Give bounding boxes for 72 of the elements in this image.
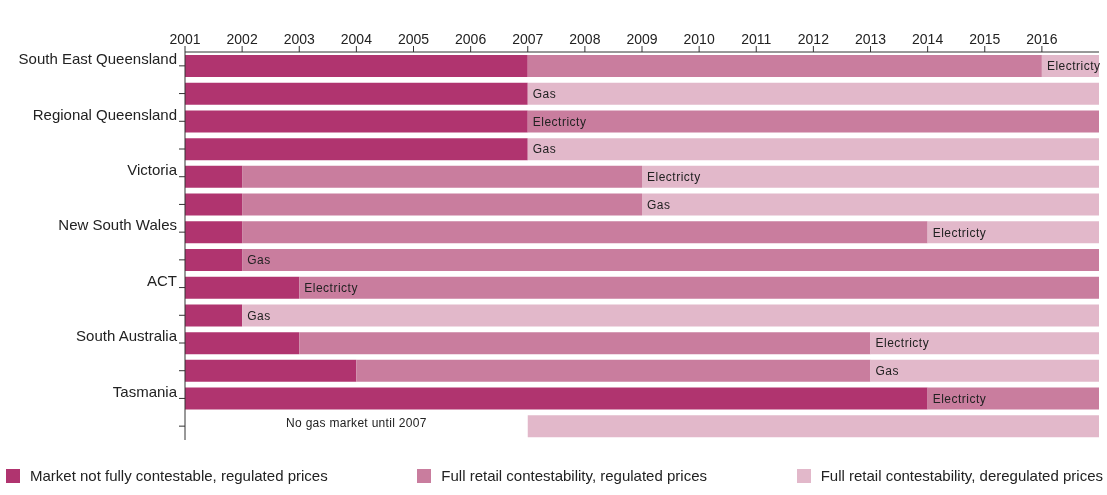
data-label: Gas (532, 86, 557, 101)
bar (185, 165, 243, 188)
y-tick-label: ACT (147, 271, 177, 289)
x-tick-label: 2014 (912, 31, 944, 47)
legend-label: Full retail contestability, deregulated prices (820, 467, 1103, 484)
bar (642, 165, 1099, 188)
data-label: Electricty (647, 170, 701, 185)
bar (185, 276, 300, 299)
bar (242, 304, 1099, 327)
data-label: Electricty (932, 225, 987, 240)
bar (242, 221, 928, 244)
y-tick-label: South East Queensland (18, 50, 177, 68)
x-tick-label: 2010 (683, 31, 715, 47)
bar (185, 138, 528, 161)
bar (527, 138, 1099, 161)
x-tick-label: 2002 (226, 31, 258, 47)
bar (870, 332, 1099, 355)
legend-label: Market not fully contestable, regulated prices (30, 467, 328, 484)
annotation: No gas market until 2007 (285, 416, 428, 431)
bar (527, 415, 1099, 438)
bar (185, 332, 300, 355)
x-tick-label: 2003 (283, 31, 316, 47)
bar (927, 221, 1099, 244)
bar (185, 221, 243, 244)
bar (527, 82, 1099, 105)
x-tick-label: 2008 (569, 31, 601, 47)
data-label: Electricty (532, 114, 587, 129)
x-tick-label: 2011 (741, 31, 772, 47)
data-label: Gas (247, 308, 271, 323)
data-label: Electricty (304, 280, 358, 295)
data-label: Electricty (1046, 59, 1101, 74)
x-tick-label: 2012 (797, 31, 830, 47)
bar (185, 193, 243, 216)
bar (870, 359, 1099, 382)
bar (185, 359, 357, 382)
x-tick-label: 2004 (340, 31, 373, 47)
x-tick-label: 2016 (1026, 31, 1058, 47)
bar (927, 387, 1099, 410)
x-tick-label: 2015 (969, 31, 1001, 47)
bar (185, 304, 243, 327)
bar (185, 249, 243, 271)
x-tick-label: 2006 (455, 31, 487, 47)
bar (527, 55, 1042, 77)
bar (242, 165, 642, 188)
y-tick-label: Regional Queensland (32, 105, 177, 123)
x-tick-label: 2001 (169, 31, 201, 47)
bar (185, 387, 928, 410)
bar (242, 193, 642, 216)
bar (642, 193, 1099, 216)
bar (185, 55, 528, 77)
bar (185, 110, 528, 133)
y-tick-label: New South Wales (58, 216, 177, 234)
x-tick-label: 2005 (397, 31, 430, 47)
bar (185, 82, 528, 105)
x-tick-label: 2013 (854, 31, 887, 47)
legend-label: Full retail contestability, regulated prices (441, 467, 707, 484)
x-tick-label: 2007 (512, 31, 544, 47)
data-label: Gas (247, 253, 271, 268)
data-label: Gas (875, 364, 900, 379)
bar (527, 110, 1099, 133)
y-tick-label: South Australia (76, 327, 178, 345)
y-tick-label: Tasmania (112, 382, 178, 400)
x-tick-label: 2009 (626, 31, 658, 47)
data-label: Gas (532, 142, 557, 157)
bar (356, 359, 871, 382)
data-label: Gas (647, 197, 671, 212)
data-label: Electricty (875, 336, 930, 351)
bar (299, 332, 871, 355)
y-tick-label: Victoria (127, 161, 178, 179)
data-label: Electricty (932, 391, 987, 406)
bar (299, 276, 1099, 299)
bar (242, 249, 1099, 271)
